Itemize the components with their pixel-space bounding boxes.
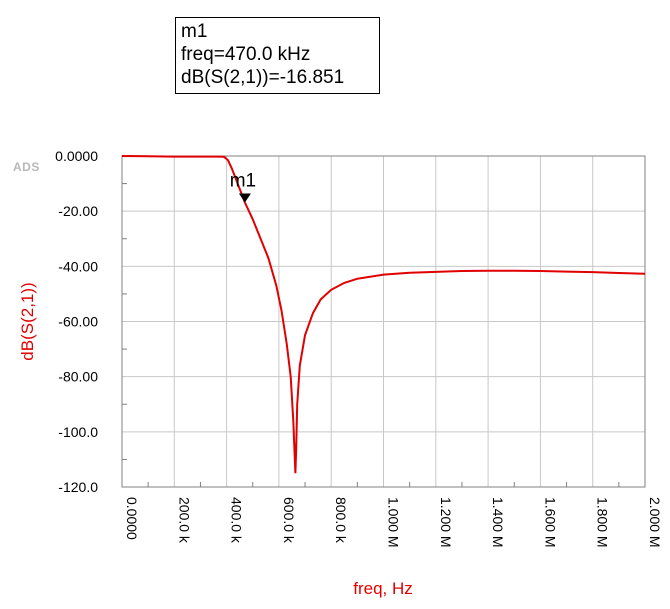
marker-triangle	[238, 193, 251, 203]
x-tick-label: 1.000 M	[386, 497, 402, 548]
y-tick-label: -40.00	[58, 258, 98, 274]
marker-label: m1	[230, 170, 256, 191]
markers: m1	[230, 170, 256, 203]
y-tick-label: -80.00	[58, 369, 98, 385]
marker-readout-value: dB(S(2,1))=-16.851	[181, 67, 345, 88]
plot-frame	[121, 155, 646, 488]
x-tick-label: 1.400 M	[490, 497, 506, 548]
series-line-dB-S21	[121, 155, 646, 474]
y-tick-label: 0.0000	[55, 148, 98, 164]
x-axis-title: freq, Hz	[353, 579, 413, 598]
y-tick-label: -100.0	[58, 424, 98, 440]
x-tick-label: 0.0000	[124, 497, 140, 540]
y-tick-label: -60.00	[58, 314, 98, 330]
x-tick-label: 600.0 k	[281, 497, 297, 544]
x-tick-label: 1.800 M	[595, 497, 611, 548]
marker-readout-box: m1 freq=470.0 kHz dB(S(2,1))=-16.851	[175, 17, 380, 94]
grid	[121, 155, 646, 488]
x-tick-label: 800.0 k	[333, 497, 349, 544]
minor-ticks	[122, 183, 620, 487]
y-axis-title: dB(S(2,1))	[18, 282, 37, 360]
x-tick-label: 200.0 k	[176, 497, 192, 544]
y-tick-label: -20.00	[58, 203, 98, 219]
x-tick-label: 400.0 k	[229, 497, 245, 544]
ads-logo: ADS	[13, 160, 40, 174]
y-tick-label: -120.0	[58, 479, 98, 495]
marker-readout-name: m1	[181, 21, 208, 42]
y-tick-labels: 0.0000 -20.00 -40.00 -60.00 -80.00 -100.0 -120…	[55, 148, 98, 495]
x-tick-label: 1.200 M	[438, 497, 454, 548]
x-tick-label: 2.000 M	[647, 497, 663, 548]
x-tick-labels: 0.0000 200.0 k 400.0 k 600.0 k 800.0 k 1.000 …	[124, 497, 663, 548]
x-tick-label: 1.600 M	[542, 497, 558, 548]
marker-readout-freq: freq=470.0 kHz	[181, 44, 311, 65]
